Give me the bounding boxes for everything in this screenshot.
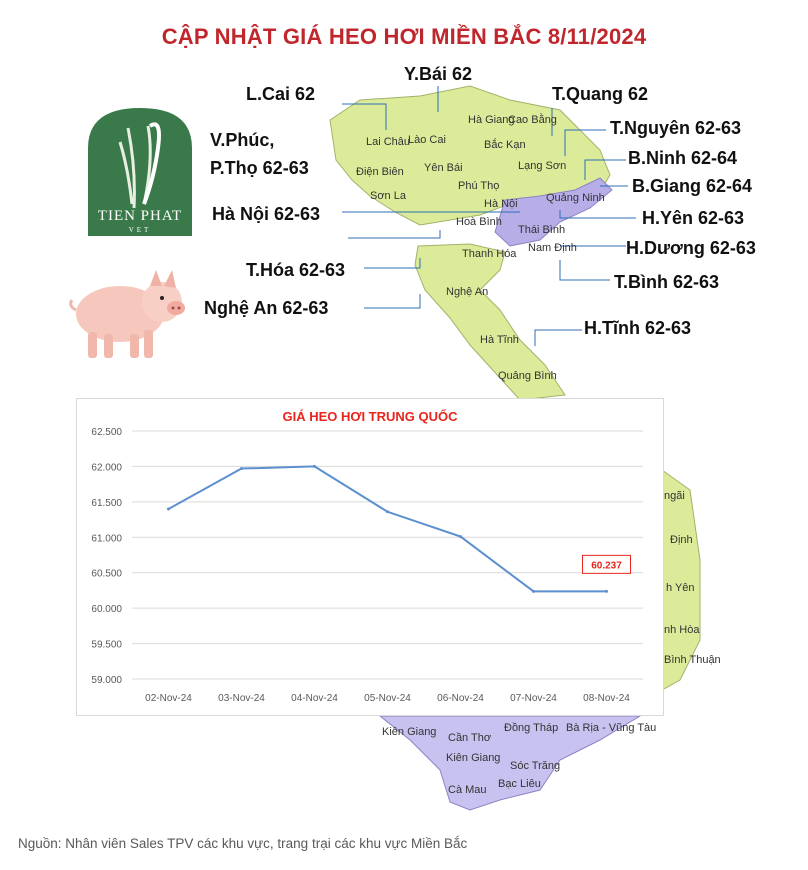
price-label-bac-giang: B.Giang 62-64 (632, 176, 753, 196)
price-label-yen-bai: Y.Bái 62 (404, 64, 473, 84)
map-name: nh Hòa (664, 624, 700, 636)
y-tick-label: 62.500 (91, 427, 122, 438)
price-label-thai-binh: T.Bình 62-63 (614, 272, 720, 292)
map-name: ngãi (664, 490, 685, 502)
y-tick-label: 61.000 (91, 533, 122, 544)
data-point (605, 589, 608, 593)
map-name: Định (670, 534, 693, 546)
y-tick-label: 59.500 (91, 640, 122, 651)
map-name: Quảng Bình (498, 370, 557, 382)
price-label-vinh-phuc: V.Phúc, (210, 130, 275, 150)
map-name: Lai Châu (366, 136, 411, 148)
map-name: Cần Thơ (448, 732, 492, 744)
map-name: Hà Giang (468, 114, 515, 126)
map-name: Hà Nội (484, 198, 518, 210)
x-tick-label: 08-Nov-24 (583, 693, 630, 704)
logo-subtitle: VET (128, 226, 152, 234)
map-name: Bắc Kạn (484, 139, 526, 151)
map-name: Cà Mau (448, 784, 487, 796)
map-name: Cao Bằng (508, 114, 557, 126)
source-footer: Nguồn: Nhân viên Sales TPV các khu vực, … (18, 836, 468, 851)
map-name: Kiên Giang (446, 752, 501, 764)
y-tick-label: 62.000 (91, 462, 122, 473)
map-name: Sóc Trăng (510, 760, 561, 772)
y-tick-label: 59.000 (91, 675, 122, 686)
map-delta-region (494, 177, 613, 247)
price-label-nghe-an: Nghệ An 62-63 (204, 298, 329, 318)
data-point (240, 467, 243, 471)
x-tick-label: 06-Nov-24 (437, 693, 484, 704)
price-label-tuyen-quang: T.Quang 62 (552, 84, 649, 104)
data-label-box (582, 554, 631, 574)
data-point (386, 510, 389, 514)
chart-title: GIÁ HEO HƠI TRUNG QUỐC (282, 409, 458, 424)
china-price-chart: GIÁ HEO HƠI TRUNG QUỐC 59.000 59.500 60.00… (76, 398, 664, 716)
map-name: Lạng Sơn (518, 160, 567, 172)
price-label-ha-tinh: H.Tĩnh 62-63 (584, 318, 692, 338)
data-point (313, 464, 316, 468)
x-tick-label: 02-Nov-24 (145, 693, 192, 704)
map-name: Bình Thuận (664, 654, 721, 666)
map-name: Bà Rịa - Vũng Tàu (566, 722, 657, 734)
price-label-ha-noi: Hà Nội 62-63 (212, 204, 321, 224)
map-name: Nam Định (528, 242, 577, 254)
map-name: Phú Thọ (458, 180, 500, 192)
x-tick-label: 05-Nov-24 (364, 693, 411, 704)
map-name: h Yên (666, 582, 695, 594)
data-point (167, 507, 170, 511)
map-name: Bạc Liêu (498, 778, 541, 790)
company-logo (88, 108, 192, 236)
chart-plot: 59.000 59.500 60.000 60.500 61.000 61.500 62.0… (91, 427, 643, 704)
x-tick-label: 07-Nov-24 (510, 693, 557, 704)
map-name: Điện Biên (356, 166, 404, 178)
y-tick-label: 61.500 (91, 498, 122, 509)
map-south-region (378, 715, 642, 811)
map-name: Thái Bình (518, 224, 566, 236)
map-name: Thanh Hóa (462, 248, 517, 260)
map-name: Đồng Tháp (504, 722, 559, 734)
map-name: Hoà Bình (456, 216, 502, 228)
y-tick-label: 60.500 (91, 569, 122, 580)
logo-name: TIEN PHAT (97, 208, 183, 224)
page-title: CẬP NHẬT GIÁ HEO HƠI MIỀN BẮC 8/11/2024 (161, 24, 647, 49)
price-label-hung-yen: H.Yên 62-63 (642, 208, 745, 228)
data-point (459, 535, 462, 539)
x-tick-label: 03-Nov-24 (218, 693, 265, 704)
price-label-thai-nguyen: T.Nguyên 62-63 (610, 118, 742, 138)
map-name: Lào Cai (408, 134, 446, 146)
map-name: Quảng Ninh (546, 192, 605, 204)
pig-illustration (69, 270, 185, 358)
map-name: Hà Tĩnh (480, 334, 519, 346)
price-label-bac-ninh: B.Ninh 62-64 (628, 148, 738, 168)
price-label-hai-duong: H.Dương 62-63 (626, 238, 756, 258)
map-name: Nghệ An (446, 286, 489, 298)
x-tick-label: 04-Nov-24 (291, 693, 338, 704)
map-name: Sơn La (370, 190, 406, 202)
data-point (532, 589, 535, 593)
map-name: Yên Bái (424, 162, 463, 174)
data-label: 60.237 (591, 560, 622, 571)
y-tick-label: 60.000 (91, 604, 122, 615)
map-central-region (414, 243, 566, 401)
price-label-lao-cai: L.Cai 62 (246, 84, 316, 104)
map-name: Kiên Giang (382, 726, 437, 738)
price-label-thanh-hoa: T.Hóa 62-63 (246, 260, 346, 280)
price-label-phu-tho: P.Thọ 62-63 (210, 158, 309, 178)
